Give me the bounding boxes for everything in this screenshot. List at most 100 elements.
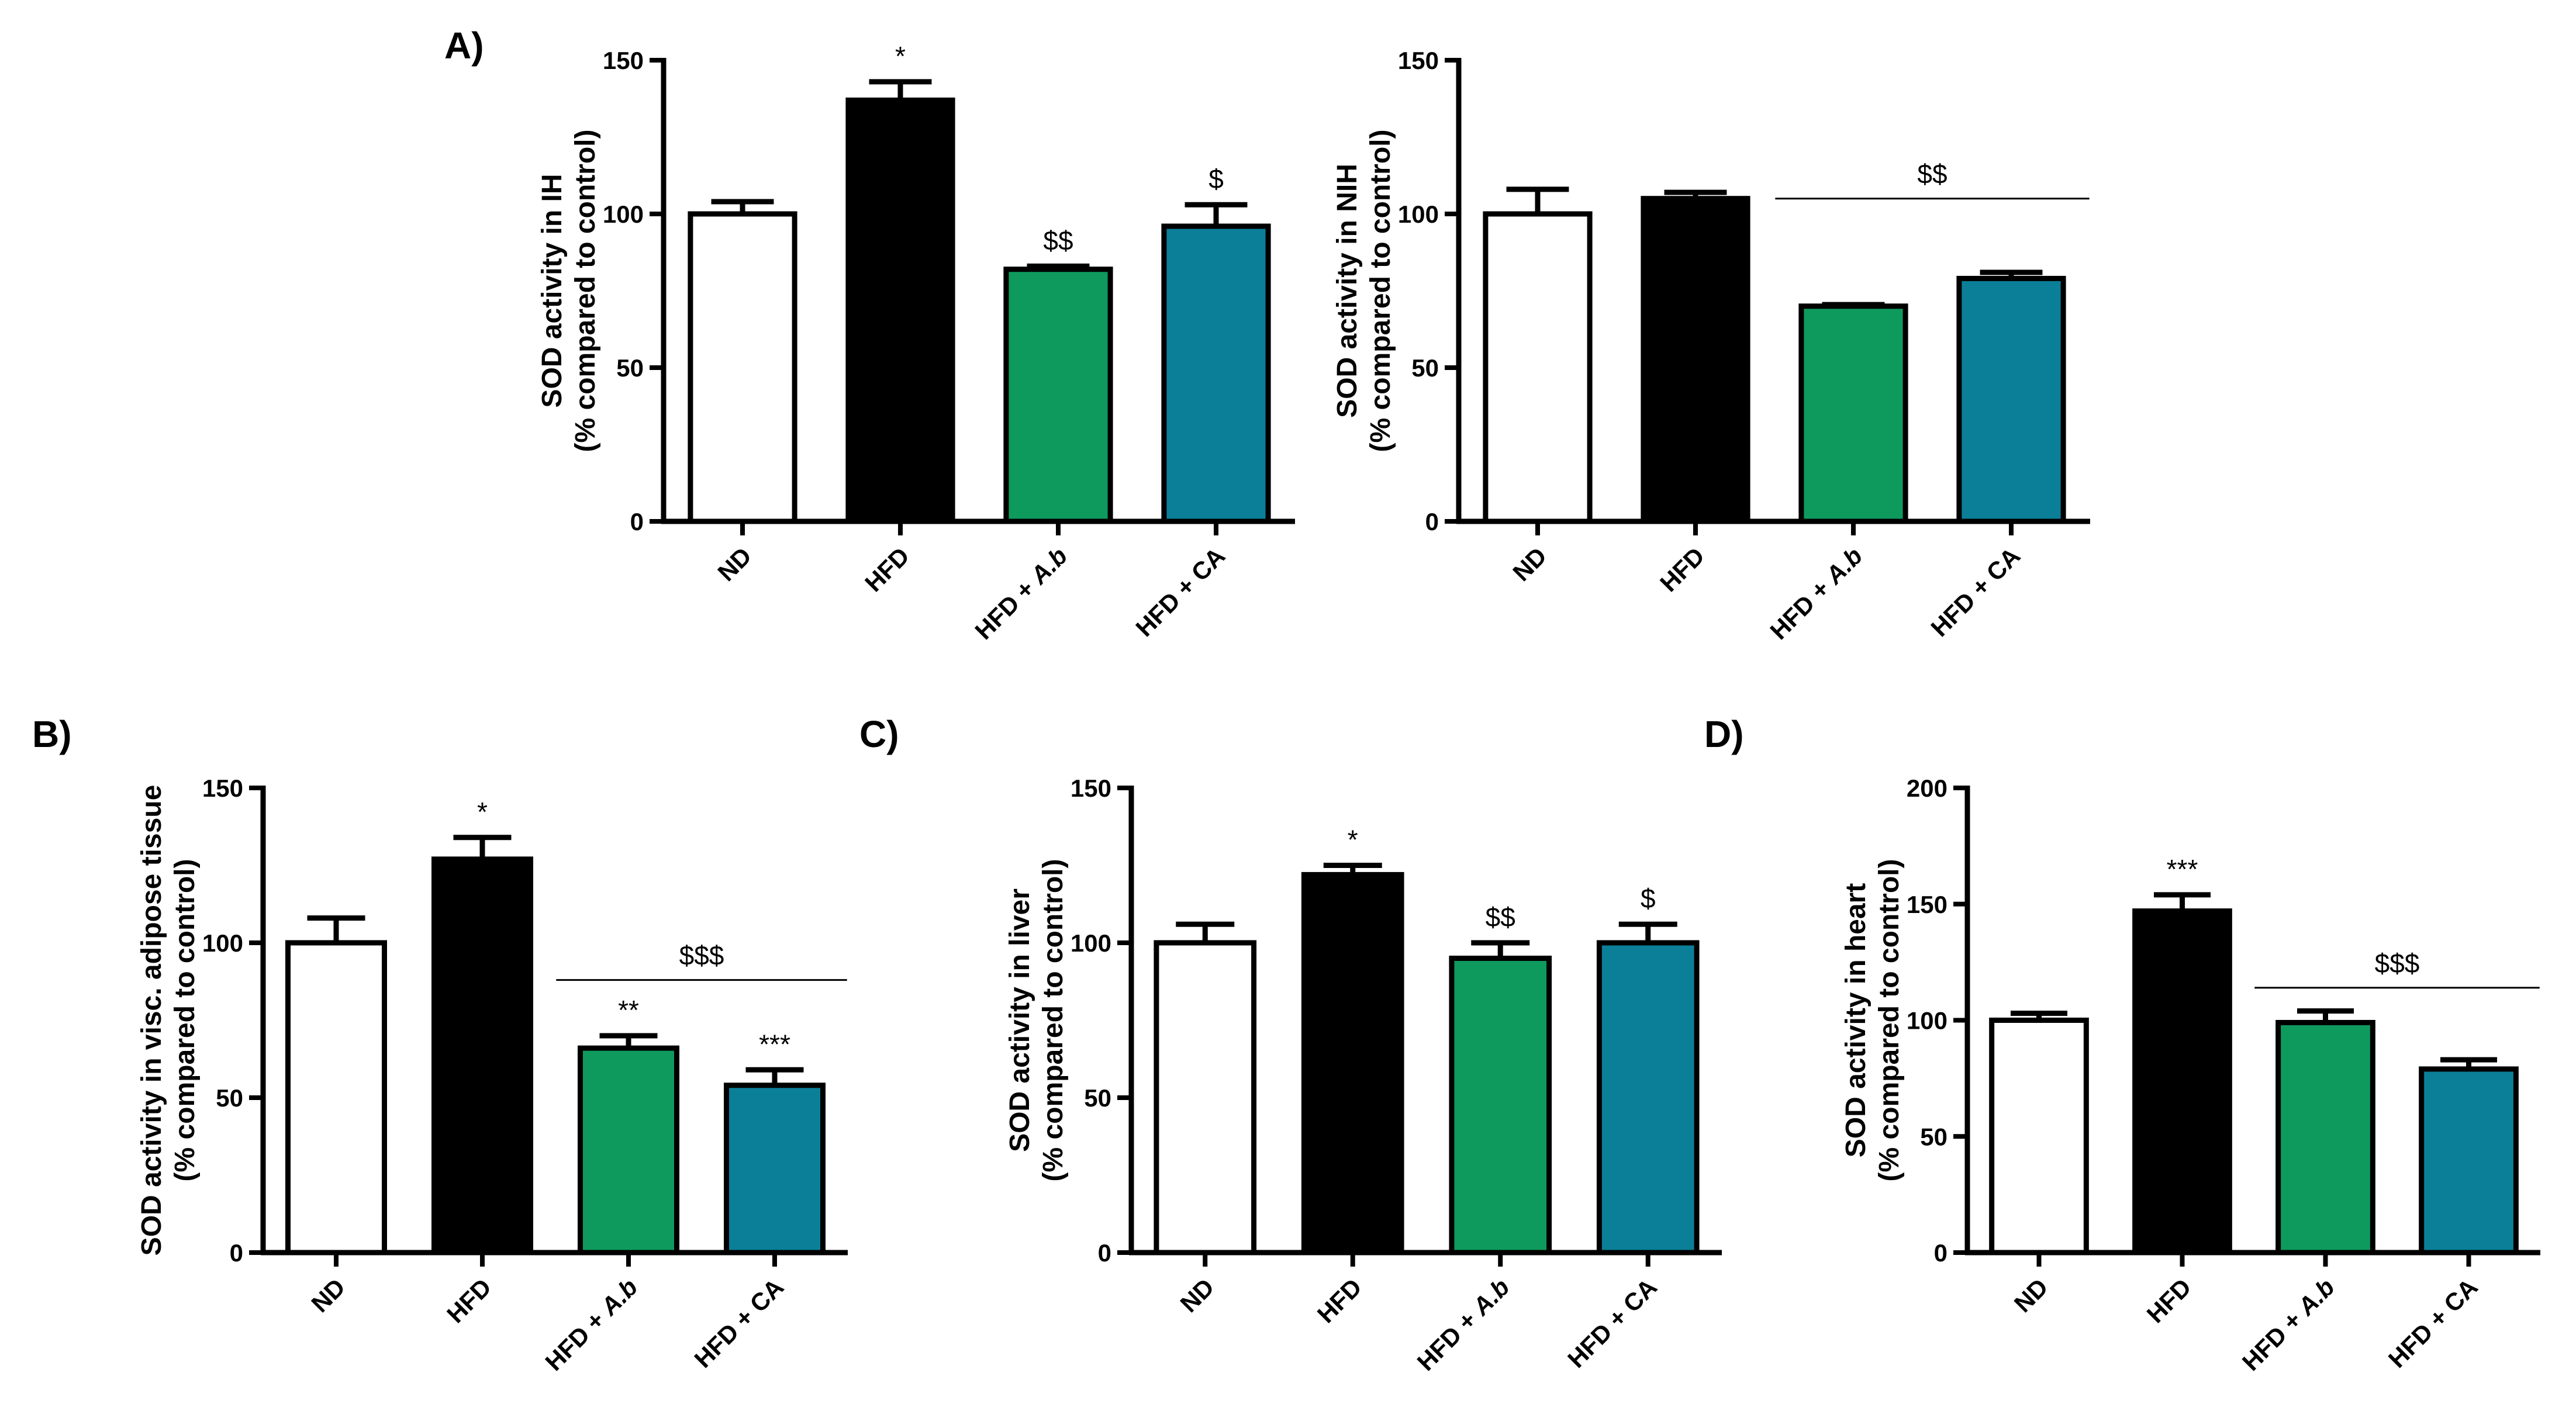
y-tick-label: 0 — [1425, 508, 1439, 535]
significance-label: * — [1348, 825, 1358, 855]
bar-hfd-ca — [724, 1082, 826, 1256]
error-bar — [599, 1033, 658, 1049]
x-category-label: HFD — [2142, 1273, 2197, 1328]
error-bar — [1822, 302, 1885, 307]
error-bar — [2153, 892, 2211, 911]
x-category-label: HFD + CA — [1130, 542, 1230, 642]
bar-hfd-a-b — [1798, 303, 1908, 524]
significance-label: $$ — [1486, 902, 1515, 932]
bar-hfd-a-b — [1003, 267, 1113, 524]
y-tick-label: 0 — [230, 1239, 243, 1267]
chart-panel-D: D) *** $$$ 0 50 100 150 200 ND HFD HFD + A.b HFD + … — [1704, 713, 2540, 1376]
x-category-label: HFD + A.b — [969, 542, 1072, 645]
bar-hfd-a-b — [2275, 1019, 2375, 1256]
bar-nd — [1989, 1018, 2089, 1256]
error-bar — [2010, 1011, 2068, 1021]
x-category-label: HFD — [1312, 1273, 1367, 1328]
x-category-label: HFD + A.b — [1764, 542, 1867, 645]
x-category-label: ND — [712, 542, 757, 586]
bar-hfd — [1641, 196, 1750, 524]
error-bar — [307, 915, 365, 943]
y-tick-label: 50 — [1920, 1123, 1947, 1150]
panel-label: D) — [1704, 713, 1744, 755]
error-bar — [1506, 186, 1569, 214]
y-axis-subtitle: (% compared to control) — [1365, 129, 1396, 452]
error-bar — [1176, 921, 1235, 943]
significance-label: $$ — [1043, 225, 1073, 255]
error-bar — [2297, 1008, 2354, 1023]
bar-nd — [285, 940, 387, 1256]
y-tick-label: 150 — [603, 47, 644, 74]
x-category-label: HFD — [441, 1273, 496, 1328]
error-bar — [1027, 263, 1090, 269]
bar-nd — [1483, 211, 1593, 524]
bar-hfd-ca — [1161, 223, 1271, 524]
y-tick-label: 100 — [1071, 929, 1111, 957]
error-bar — [1471, 940, 1530, 959]
bar-hfd — [431, 856, 533, 1256]
y-tick-label: 50 — [1084, 1084, 1111, 1112]
error-bar — [1618, 921, 1677, 943]
y-tick-label: 100 — [603, 200, 644, 228]
y-tick-label: 150 — [1398, 47, 1439, 74]
panel-label: B) — [32, 713, 72, 755]
x-category-label: HFD — [1655, 542, 1710, 597]
significance-label: *** — [759, 1029, 790, 1059]
y-axis-title: SOD activity in heart — [1841, 883, 1871, 1157]
y-tick-label: 200 — [1907, 774, 1947, 802]
panel-label: C) — [859, 713, 899, 755]
y-tick-label: 150 — [202, 774, 243, 802]
x-category-label: ND — [306, 1273, 350, 1317]
y-tick-label: 0 — [1934, 1239, 1947, 1267]
y-tick-label: 150 — [1907, 891, 1947, 918]
bar-hfd — [1301, 871, 1404, 1256]
x-category-label: HFD — [859, 542, 914, 597]
y-tick-label: 50 — [216, 1084, 243, 1112]
panel-label: A) — [444, 25, 484, 67]
x-category-label: ND — [1507, 542, 1552, 586]
y-tick-label: 50 — [1411, 354, 1439, 382]
y-axis-title: SOD activity in visc. adipose tissue — [136, 785, 167, 1256]
significance-label: *** — [2167, 854, 2198, 884]
error-bar — [1664, 189, 1727, 199]
error-bar — [869, 79, 932, 101]
significance-label: ** — [618, 995, 639, 1025]
bar-hfd-a-b — [578, 1045, 679, 1256]
x-category-label: HFD + A.b — [540, 1273, 643, 1376]
bar-hfd — [2132, 908, 2232, 1256]
y-tick-label: 50 — [616, 354, 644, 382]
error-bar — [2440, 1057, 2498, 1069]
x-category-label: ND — [1175, 1273, 1219, 1317]
y-axis-title: SOD activity in liver — [1004, 888, 1035, 1152]
y-axis-subtitle: (% compared to control) — [170, 859, 201, 1181]
chart-panel-A-NIH: $$ 0 50 100 150 ND HFD HFD + A.b HFD + CA SOD act… — [1332, 47, 2090, 645]
y-axis-subtitle: (% compared to control) — [1038, 859, 1069, 1181]
error-bar — [453, 835, 512, 859]
x-category-label: HFD + CA — [2383, 1273, 2483, 1373]
bar-nd — [688, 211, 797, 524]
x-category-label: HFD + CA — [689, 1273, 789, 1373]
y-axis-subtitle: (% compared to control) — [570, 129, 601, 452]
y-tick-label: 0 — [630, 508, 644, 535]
significance-label: * — [477, 797, 488, 827]
significance-label: * — [895, 41, 906, 71]
bar-hfd-a-b — [1449, 956, 1552, 1256]
x-category-label: HFD + A.b — [2237, 1273, 2340, 1376]
group-significance-label: $$ — [1917, 159, 1947, 189]
x-category-label: ND — [2009, 1273, 2053, 1317]
significance-label: $ — [1641, 883, 1656, 914]
error-bar — [1980, 269, 2043, 279]
error-bar — [1185, 202, 1248, 227]
bar-hfd-ca — [1596, 940, 1700, 1256]
group-significance-label: $$$ — [2375, 948, 2420, 978]
bar-nd — [1154, 940, 1257, 1256]
error-bar — [1323, 863, 1382, 875]
bar-hfd — [845, 97, 955, 524]
error-bar — [711, 199, 774, 214]
y-tick-label: 100 — [1907, 1007, 1947, 1035]
x-category-label: HFD + CA — [1925, 542, 2025, 642]
x-category-label: HFD + A.b — [1412, 1273, 1515, 1376]
